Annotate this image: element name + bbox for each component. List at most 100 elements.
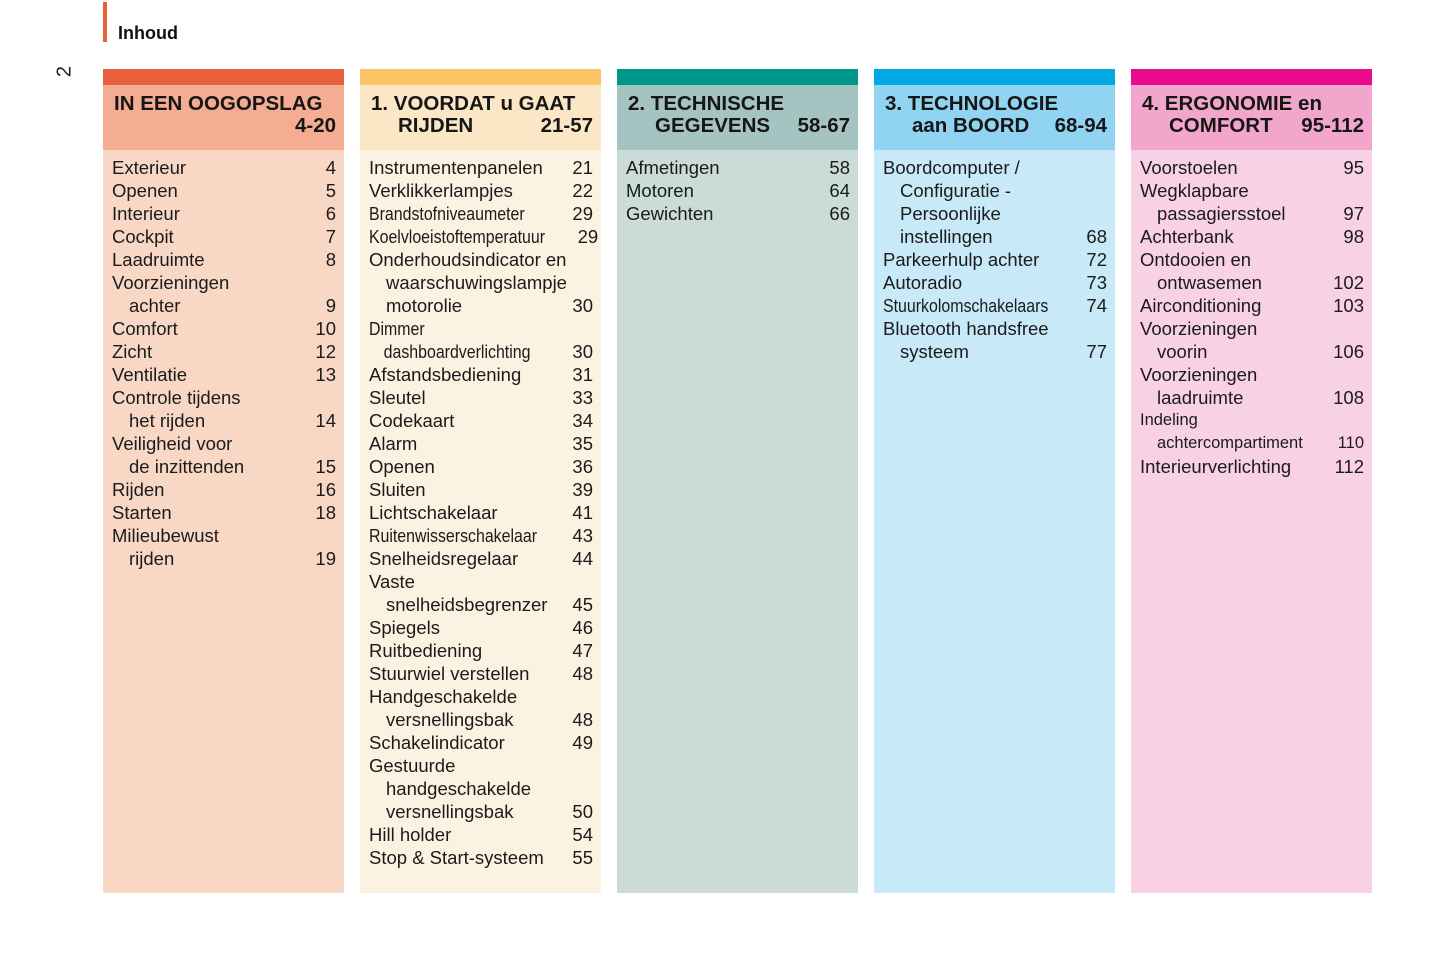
toc-entry-line: Interieurverlichting 112 (1140, 455, 1364, 478)
toc-entry-label: Interieur (112, 203, 180, 224)
toc-entry-page: 10 (315, 318, 336, 339)
toc-entry-line: Parkeerhulp achter 72 (883, 248, 1107, 271)
toc-entry-line: Airconditioning 103 (1140, 294, 1364, 317)
toc-entry-line: Afmetingen 58 (626, 156, 850, 179)
toc-entry-page: 103 (1333, 295, 1364, 316)
column-title-line1: 2. TECHNISCHE (628, 92, 785, 115)
toc-entry-label: voorin (1157, 341, 1208, 362)
toc-entry-label: Parkeerhulp achter (883, 249, 1040, 270)
column-accent-bar (874, 69, 1115, 85)
toc-entry-label: Stuurkolomschakelaars (883, 295, 1049, 316)
toc-entry-page: 19 (315, 548, 336, 569)
toc-entry-page: 108 (1333, 387, 1364, 408)
toc-entry-line: Interieur 6 (112, 202, 336, 225)
toc-entry-line: Handgeschakelde (369, 685, 593, 708)
toc-entry-label: ontwasemen (1157, 272, 1262, 293)
toc-entry-line: Wegklapbare (1140, 179, 1364, 202)
toc-entry-page: 97 (1343, 203, 1364, 224)
toc-entry-label: Sluiten (369, 479, 426, 500)
toc-entry-label: Veiligheid voor (112, 433, 233, 454)
toc-entry-page: 39 (572, 479, 593, 500)
toc-entry-page: 29 (577, 226, 599, 247)
toc-entry-label: Snelheidsregelaar (369, 548, 519, 569)
toc-entry-label: versnellingsbak (386, 709, 514, 730)
toc-entry-label: Voorstoelen (1140, 157, 1238, 178)
column-entries: Exterieur 4 Openen 5 Interieur 6 Cockpit 7 Laadr… (103, 150, 344, 893)
toc-entry-line: Ontdooien en (1140, 248, 1364, 271)
toc-entry-line: Configuratie - (883, 179, 1107, 202)
toc-entry-label: Autoradio (883, 272, 963, 293)
toc-column-technical-data: 2. TECHNISCHE GEGEVENS 58-67 Afmetingen 58 Mo… (617, 69, 858, 893)
toc-entry-label: Ontdooien en (1140, 249, 1252, 270)
toc-entry-label: Alarm (369, 433, 418, 454)
toc-entry-page: 102 (1333, 272, 1364, 293)
toc-entry-line: Comfort 10 (112, 317, 336, 340)
toc-entry-page: 41 (572, 502, 593, 523)
toc-entry-label: achter (129, 295, 181, 316)
column-title-line1: IN EEN OOGOPSLAG (114, 92, 323, 115)
column-title-line2-row: COMFORT 95-112 (1142, 115, 1364, 137)
toc-entry-line: Indeling (1140, 409, 1364, 432)
column-accent-bar (103, 69, 344, 85)
toc-entry-page: 55 (572, 847, 593, 868)
column-title-line2: aan BOORD (912, 114, 1030, 137)
toc-entry-line: het rijden 14 (112, 409, 336, 432)
title-accent-bar (103, 2, 107, 42)
toc-entry-label: Lichtschakelaar (369, 502, 498, 523)
toc-column-overview: IN EEN OOGOPSLAG 4-20 Exterieur 4 Openen 5 Int… (103, 69, 344, 893)
toc-entry-line: motorolie 30 (369, 294, 593, 317)
column-entries: Instrumentenpanelen 21 Verklikkerlampjes 22… (360, 150, 601, 893)
toc-entry-page: 36 (572, 456, 593, 477)
toc-entry-line: Ventilatie 13 (112, 363, 336, 386)
toc-entry-line: Voorstoelen 95 (1140, 156, 1364, 179)
toc-entry-line: Instrumentenpanelen 21 (369, 156, 593, 179)
toc-entry-page: 72 (1086, 249, 1107, 270)
toc-entry-page: 46 (572, 617, 593, 638)
page-number: 2 (53, 65, 76, 78)
toc-entry-label: Ruitenwisserschakelaar (369, 525, 538, 546)
toc-entry-label: passagiersstoel (1157, 203, 1286, 224)
toc-entry-line: Bluetooth handsfree (883, 317, 1107, 340)
toc-entry-line: versnellingsbak 50 (369, 800, 593, 823)
toc-entry-label: Stuurwiel verstellen (369, 663, 530, 684)
column-entries: Voorstoelen 95 Wegklapbare passagiersstoel 9… (1131, 150, 1372, 893)
toc-entry-line: waarschuwingslampje (369, 271, 593, 294)
column-header: 1. VOORDAT u GAAT RIJDEN 21-57 (360, 85, 601, 150)
toc-entry-label: Openen (112, 180, 178, 201)
toc-entry-page: 44 (572, 548, 593, 569)
toc-entry-label: Spiegels (369, 617, 440, 638)
toc-entry-page: 31 (572, 364, 593, 385)
toc-entry-page: 21 (572, 157, 593, 178)
toc-entry-line: Lichtschakelaar 41 (369, 501, 593, 524)
toc-entry-line: Spiegels 46 (369, 616, 593, 639)
toc-entry-page: 13 (315, 364, 336, 385)
toc-entry-line: Alarm 35 (369, 432, 593, 455)
toc-entry-label: Voorzieningen (1140, 364, 1258, 385)
toc-entry-label: Comfort (112, 318, 178, 339)
toc-entry-label: Achterbank (1140, 226, 1234, 247)
toc-entry-page: 45 (572, 594, 593, 615)
column-page-range: 58-67 (797, 114, 850, 137)
toc-entry-label: Verklikkerlampjes (369, 180, 513, 201)
toc-entry-page: 110 (1337, 434, 1364, 452)
toc-entry-line: Exterieur 4 (112, 156, 336, 179)
toc-entry-line: instellingen 68 (883, 225, 1107, 248)
toc-entry-line: Afstandsbediening 31 (369, 363, 593, 386)
column-header: IN EEN OOGOPSLAG 4-20 (103, 85, 344, 150)
toc-entry-line: Voorzieningen (112, 271, 336, 294)
toc-column-before-driving: 1. VOORDAT u GAAT RIJDEN 21-57 Instrumenten… (360, 69, 601, 893)
toc-entry-line: Sluiten 39 (369, 478, 593, 501)
toc-entry-label: Controle tijdens (112, 387, 241, 408)
toc-entry-line: Openen 5 (112, 179, 336, 202)
toc-entry-label: Sleutel (369, 387, 426, 408)
column-title-line2: COMFORT (1169, 114, 1273, 137)
toc-entry-label: Gewichten (626, 203, 714, 224)
toc-entry-label: Configuratie - (900, 180, 1012, 201)
toc-entry-label: Cockpit (112, 226, 174, 247)
page-title: Inhoud (118, 23, 178, 43)
toc-entry-page: 47 (572, 640, 593, 661)
toc-entry-label: snelheidsbegrenzer (386, 594, 548, 615)
toc-entry-label: instellingen (900, 226, 993, 247)
toc-entry-line: ontwasemen 102 (1140, 271, 1364, 294)
toc-entry-label: Vaste (369, 571, 415, 592)
